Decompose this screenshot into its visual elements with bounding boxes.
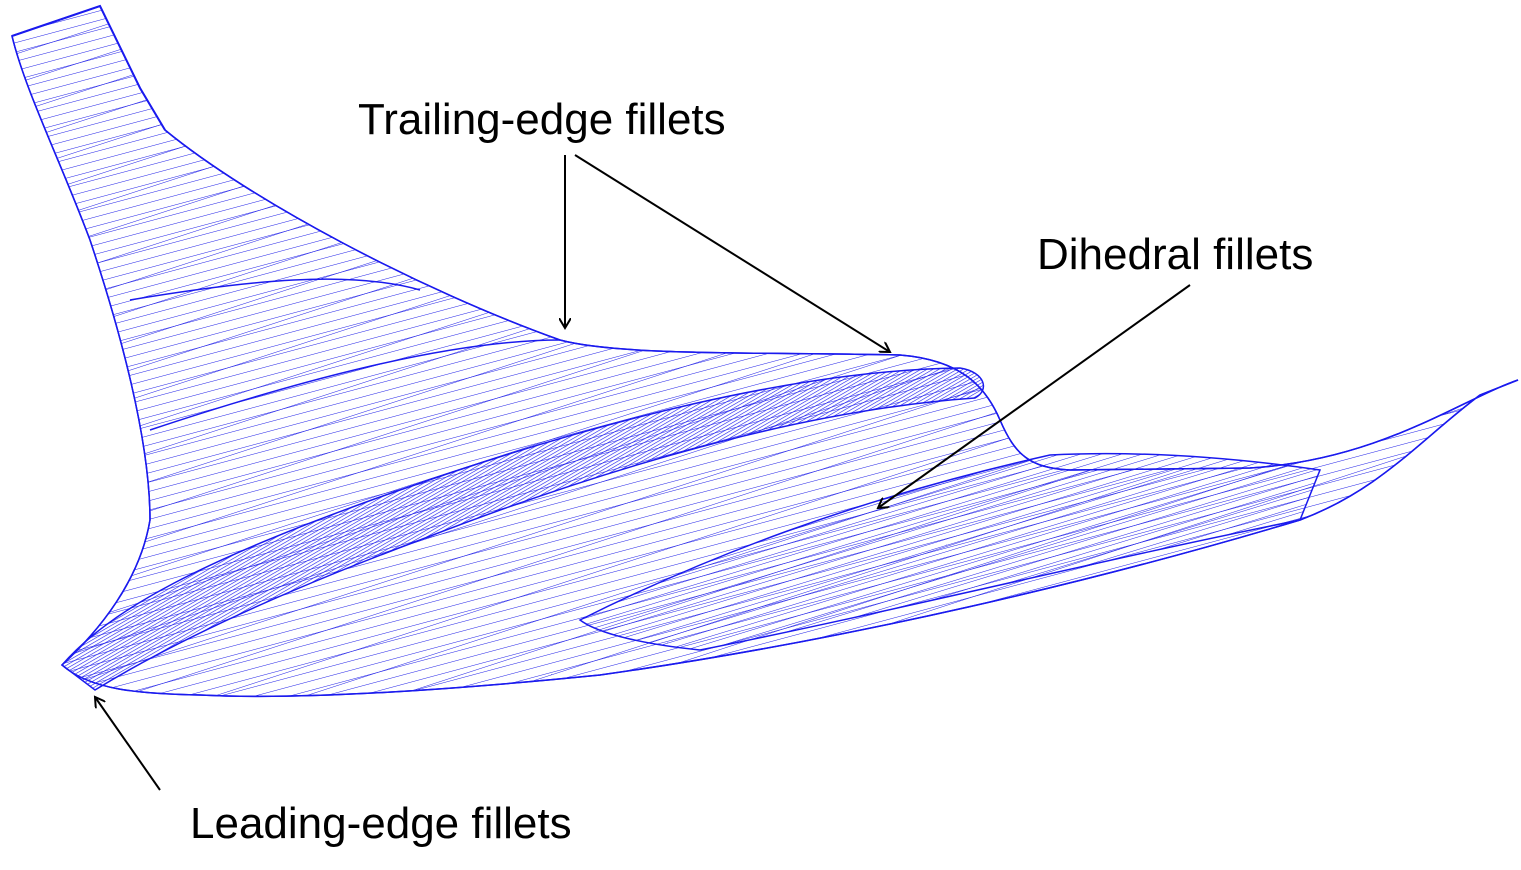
arrow bbox=[575, 155, 890, 352]
arrow bbox=[95, 697, 160, 790]
diagram: Trailing-edge fillets Dihedral fillets L… bbox=[0, 0, 1521, 870]
wing-outline bbox=[12, 6, 1518, 696]
annotation: Leading-edge fillets bbox=[190, 802, 572, 846]
annotation: Trailing-edge fillets bbox=[358, 98, 726, 142]
wing-mesh bbox=[0, 0, 1521, 870]
annotation: Dihedral fillets bbox=[1037, 233, 1313, 277]
